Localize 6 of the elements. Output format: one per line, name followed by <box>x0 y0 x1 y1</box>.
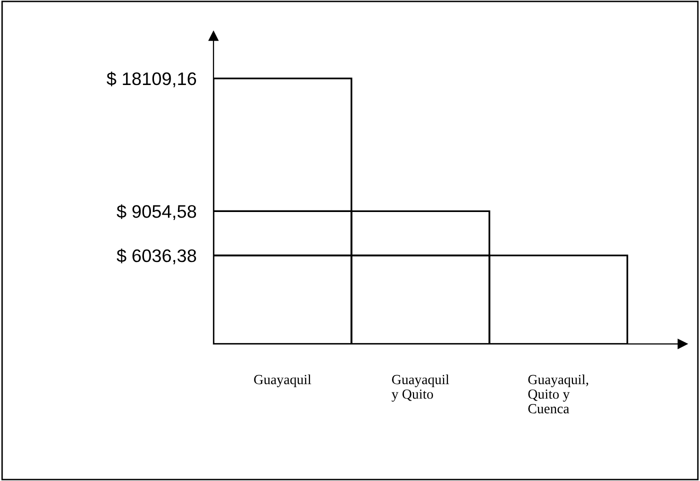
x-tick-label: Guayaquil y Quito <box>392 374 450 402</box>
y-tick-label: $ 18109,16 <box>106 72 196 88</box>
x-tick-label: Guayaquil <box>254 374 312 388</box>
y-tick-label: $ 6036,38 <box>116 248 196 264</box>
x-tick-label: Guayaquil, Quito y Cuenca <box>528 374 588 414</box>
y-tick-label: $ 9054,58 <box>116 204 196 220</box>
